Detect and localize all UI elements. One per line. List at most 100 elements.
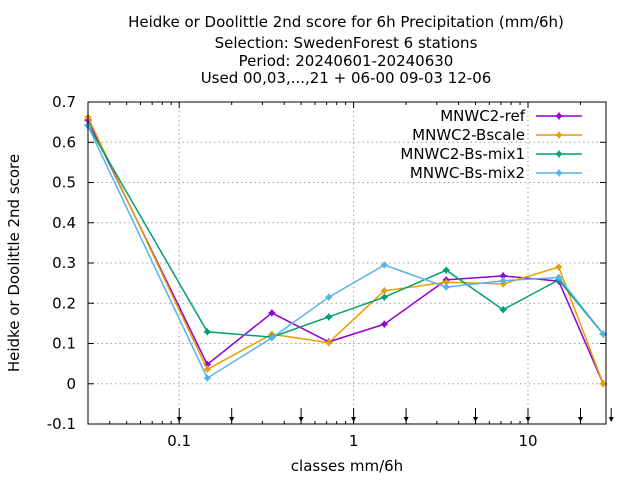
data-point-dot — [204, 366, 210, 372]
threshold-arrow — [578, 408, 584, 422]
threshold-arrow-head — [298, 417, 304, 422]
legend-item: MNWC2-Bscale — [412, 126, 582, 144]
data-point — [325, 313, 333, 321]
title-line-4: Used 00,03,...,21 + 06-00 09-03 12-06 — [201, 69, 492, 87]
legend-label: MNWC-Bs-mix2 — [410, 164, 525, 182]
threshold-arrow — [403, 408, 409, 422]
data-point-dot — [381, 294, 387, 300]
legend-label: MNWC2-Bs-mix1 — [400, 145, 525, 163]
threshold-arrow-head — [403, 417, 409, 422]
data-point — [499, 277, 507, 285]
data-point — [599, 380, 607, 388]
y-tick-label: 0.7 — [52, 93, 76, 111]
threshold-arrow-head — [176, 417, 182, 422]
data-point-dot — [600, 381, 606, 387]
y-tick-label: 0.4 — [52, 214, 76, 232]
series-lines — [84, 113, 607, 388]
series-3 — [84, 121, 607, 341]
data-point-dot — [500, 307, 506, 313]
data-point-dot — [443, 284, 449, 290]
data-point-dot — [443, 267, 449, 273]
threshold-arrow — [608, 408, 614, 422]
plot-frame — [87, 101, 607, 425]
threshold-arrow-head — [473, 417, 479, 422]
data-point — [203, 328, 211, 336]
data-point-dot — [269, 335, 275, 341]
axis-ticks: -0.1 0 0.1 0.2 0.3 0.4 0.5 0.6 0.7 0.1 1 10 — [47, 93, 614, 450]
y-axis-label: Heidke or Doolittle 2nd score — [5, 154, 23, 372]
y-tick-label: 0.3 — [52, 254, 76, 272]
threshold-arrow — [298, 408, 304, 422]
data-point — [442, 283, 450, 291]
data-point-dot — [381, 262, 387, 268]
data-point — [268, 334, 276, 342]
data-point — [555, 263, 563, 271]
threshold-arrow — [229, 408, 235, 422]
legend-label: MNWC2-Bscale — [412, 126, 525, 144]
legend-item: MNWC-Bs-mix2 — [410, 164, 582, 182]
threshold-arrow-head — [525, 417, 531, 422]
data-point-dot — [326, 314, 332, 320]
data-point — [499, 306, 507, 314]
data-point — [325, 293, 333, 301]
class-threshold-arrows — [176, 408, 614, 422]
grid-lines — [88, 102, 606, 424]
legend-marker-dot — [556, 170, 562, 176]
data-point-dot — [381, 321, 387, 327]
data-point — [380, 320, 388, 328]
x-tick-label: 10 — [518, 432, 537, 450]
x-axis-label: classes mm/6h — [291, 457, 403, 475]
legend-marker — [555, 112, 563, 120]
data-point — [555, 273, 563, 281]
data-point — [380, 293, 388, 301]
threshold-arrow — [176, 408, 182, 422]
x-tick-label: 1 — [349, 432, 359, 450]
legend-item: MNWC2-ref — [440, 107, 582, 125]
y-tick-label: 0.6 — [52, 133, 76, 151]
y-tick-label: 0.5 — [52, 174, 76, 192]
data-point-dot — [443, 279, 449, 285]
title-line-1: Heidke or Doolittle 2nd score for 6h Pre… — [128, 13, 564, 31]
threshold-arrow — [351, 408, 357, 422]
data-point-dot — [600, 331, 606, 337]
data-point-dot — [204, 375, 210, 381]
series-line — [87, 125, 604, 380]
y-tick-label: -0.1 — [47, 415, 76, 433]
y-tick-label: 0.1 — [52, 335, 76, 353]
series-4 — [84, 122, 607, 382]
series-line — [87, 119, 604, 385]
data-point — [380, 287, 388, 295]
threshold-arrow-head — [351, 417, 357, 422]
threshold-arrow-head — [608, 417, 614, 422]
series-line — [87, 124, 604, 338]
legend-marker-dot — [556, 113, 562, 119]
chart-title: Heidke or Doolittle 2nd score for 6h Pre… — [128, 13, 564, 87]
data-point — [442, 266, 450, 274]
data-point-dot — [269, 310, 275, 316]
data-point — [203, 365, 211, 373]
legend-marker-dot — [556, 132, 562, 138]
y-tick-label: 0.2 — [52, 294, 76, 312]
data-point — [380, 261, 388, 269]
data-point-dot — [556, 264, 562, 270]
legend-marker — [555, 169, 563, 177]
legend-marker — [555, 150, 563, 158]
legend-item: MNWC2-Bs-mix1 — [400, 145, 582, 163]
data-point-dot — [204, 329, 210, 335]
title-line-3: Period: 20240601-20240630 — [239, 52, 454, 70]
data-point-dot — [500, 273, 506, 279]
legend: MNWC2-refMNWC2-BscaleMNWC2-Bs-mix1MNWC-B… — [400, 107, 582, 182]
data-point — [203, 374, 211, 382]
data-point — [325, 339, 333, 347]
threshold-arrow-head — [578, 417, 584, 422]
data-point-dot — [326, 340, 332, 346]
data-point — [268, 309, 276, 317]
legend-marker — [555, 131, 563, 139]
x-tick-label: 0.1 — [167, 432, 191, 450]
data-point-dot — [556, 274, 562, 280]
threshold-arrow — [473, 408, 479, 422]
data-point-dot — [381, 288, 387, 294]
legend-label: MNWC2-ref — [440, 107, 525, 125]
legend-marker-dot — [556, 151, 562, 157]
